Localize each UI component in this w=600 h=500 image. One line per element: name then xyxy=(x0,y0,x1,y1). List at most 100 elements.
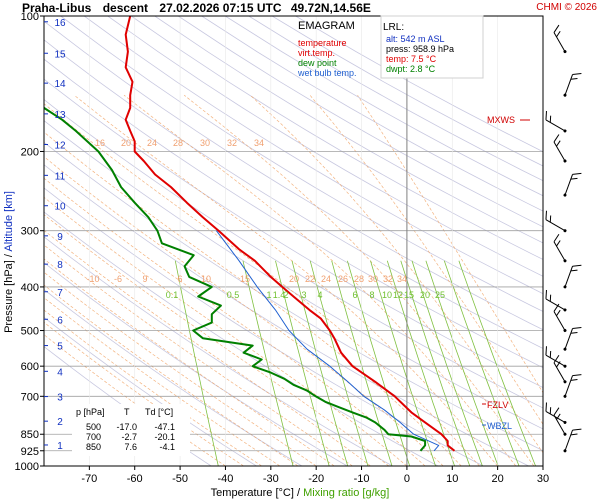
table-row-850-t: 7.6 xyxy=(124,442,137,452)
wind-barb xyxy=(553,24,567,54)
mixing-ratio-line xyxy=(425,260,499,466)
plot-frame xyxy=(43,15,544,467)
wind-barb-flag xyxy=(556,309,561,317)
wind-barb-flag xyxy=(553,234,560,243)
mixing-ratio-line xyxy=(411,260,483,466)
wind-barb-staff xyxy=(553,241,566,262)
wind-barb-flag xyxy=(553,24,560,33)
isotherm-label: 34 xyxy=(254,138,264,148)
dry-adiabat-line xyxy=(44,99,543,409)
wind-barb-flag xyxy=(572,172,582,175)
altitude-tick-label: 12 xyxy=(54,141,66,152)
lrl-temp: temp: 7.5 °C xyxy=(386,54,437,64)
dry-adiabat-line xyxy=(201,16,543,212)
mxws-label: MXWS xyxy=(487,115,515,125)
wind-barb-staff xyxy=(564,174,573,196)
wind-barb-flag xyxy=(545,346,547,356)
isotherm-label: 24 xyxy=(147,138,157,148)
wind-barb-flag xyxy=(553,355,560,364)
x-axis-temperature-label: Temperature [°C] / xyxy=(211,487,303,499)
table-header-t: T xyxy=(124,407,130,417)
wbzl-label: WBZL xyxy=(487,421,512,431)
isotherm-label: 22 xyxy=(305,274,315,284)
moist-adiabat-line xyxy=(250,94,543,454)
wind-barb-flag xyxy=(572,264,582,267)
isotherm-label: 10 xyxy=(201,274,211,284)
wind-barb-staff xyxy=(553,414,566,435)
mixing-ratio-label: 8 xyxy=(369,290,374,300)
series-line-wet-bulb-temp xyxy=(216,230,440,452)
mixing-ratio-line xyxy=(331,260,393,466)
altitude-tick-label: 8 xyxy=(57,260,63,271)
table-header-p: p [hPa] xyxy=(76,407,105,417)
dry-adiabat-line xyxy=(44,187,484,466)
wind-barb-dot xyxy=(563,193,567,197)
mixing-ratio-label: 1.4 xyxy=(273,290,286,300)
isotherm-label: 15 xyxy=(240,274,250,284)
altitude-tick-label: 3 xyxy=(57,393,63,404)
wind-barb xyxy=(563,73,582,97)
pressure-tick-label: 200 xyxy=(21,146,39,158)
moist-adiabat-line xyxy=(44,258,335,466)
isotherm-label: 34 xyxy=(397,274,407,284)
mixing-ratio-label: 4 xyxy=(317,290,322,300)
lrl-title: LRL: xyxy=(383,22,404,33)
mixing-ratio-label: 15 xyxy=(404,290,414,300)
temperature-tick-label: -20 xyxy=(308,473,324,485)
mixing-ratio-line xyxy=(443,260,520,466)
temperature-tick-label: -50 xyxy=(172,473,188,485)
temperature-tick-label: 30 xyxy=(537,473,549,485)
altitude-tick-label: 9 xyxy=(57,232,63,243)
isotherm-label: 6 xyxy=(177,274,182,284)
altitude-tick-label: 13 xyxy=(54,110,66,121)
x-axis-title: Temperature [°C] / Mixing ratio [g/kg] xyxy=(211,487,390,499)
isotherm-label: 24 xyxy=(321,274,331,284)
wind-barb xyxy=(553,303,567,332)
wind-barb-flag xyxy=(556,140,561,147)
wind-barb-dot xyxy=(563,308,567,312)
wind-barb-flag xyxy=(570,77,578,80)
wind-barb xyxy=(563,264,582,289)
altitude-tick-label: 14 xyxy=(54,79,66,90)
pressure-tick-label: 1000 xyxy=(15,461,39,473)
legend-item-temperature: temperature xyxy=(298,38,347,48)
moist-adiabat-line xyxy=(44,297,281,466)
sounding-datetime: 27.02.2026 07:15 UTC xyxy=(159,1,281,15)
fzlv-label: FZLV xyxy=(487,400,508,410)
wind-barb-dot xyxy=(563,129,567,133)
wind-barb xyxy=(553,134,567,163)
wind-barb-staff xyxy=(553,311,566,331)
legend-box: EMAGRAM temperature virt.temp. dew point… xyxy=(297,20,357,78)
wind-barb-dot xyxy=(563,229,567,233)
wind-barb-dot xyxy=(563,93,567,97)
dry-adiabat-line xyxy=(154,16,543,244)
moist-adiabat-line xyxy=(44,244,353,466)
wind-barb-flag xyxy=(572,428,582,431)
isotherm-label: 20 xyxy=(289,274,299,284)
moist-adiabat-line xyxy=(44,177,426,466)
wind-barb-flag xyxy=(556,31,561,38)
temperature-tick-label: -70 xyxy=(81,473,97,485)
wind-barb xyxy=(563,428,582,453)
copyright-text: CHMI © 2026 xyxy=(536,2,597,13)
pressure-tick-label: 700 xyxy=(21,391,39,403)
wind-barb xyxy=(545,402,567,424)
wind-barb-flag xyxy=(549,350,552,358)
mixing-ratio-label: 12 xyxy=(393,290,403,300)
isotherm-label: 30 xyxy=(200,138,210,148)
mixing-ratio-label: 2 xyxy=(283,290,288,300)
pressure-tick-label: 100 xyxy=(21,11,39,23)
table-row-700-td: -20.1 xyxy=(154,432,175,442)
lrl-alt: alt: 542 m ASL xyxy=(386,34,445,44)
table-header-td: Td [°C] xyxy=(145,407,173,417)
altitude-tick-label: 15 xyxy=(54,49,66,60)
mxws-marker: MXWS xyxy=(487,115,530,125)
wind-barb-dot xyxy=(563,380,567,384)
grid-layer xyxy=(44,16,543,466)
isotherm-label: 20 xyxy=(121,138,131,148)
moist-adiabat-line xyxy=(44,271,317,466)
dry-adiabat-line xyxy=(44,211,439,466)
altitude-tick-label: 7 xyxy=(57,288,63,299)
wind-barb-staff xyxy=(564,429,573,451)
temperature-tick-label: -10 xyxy=(354,473,370,485)
